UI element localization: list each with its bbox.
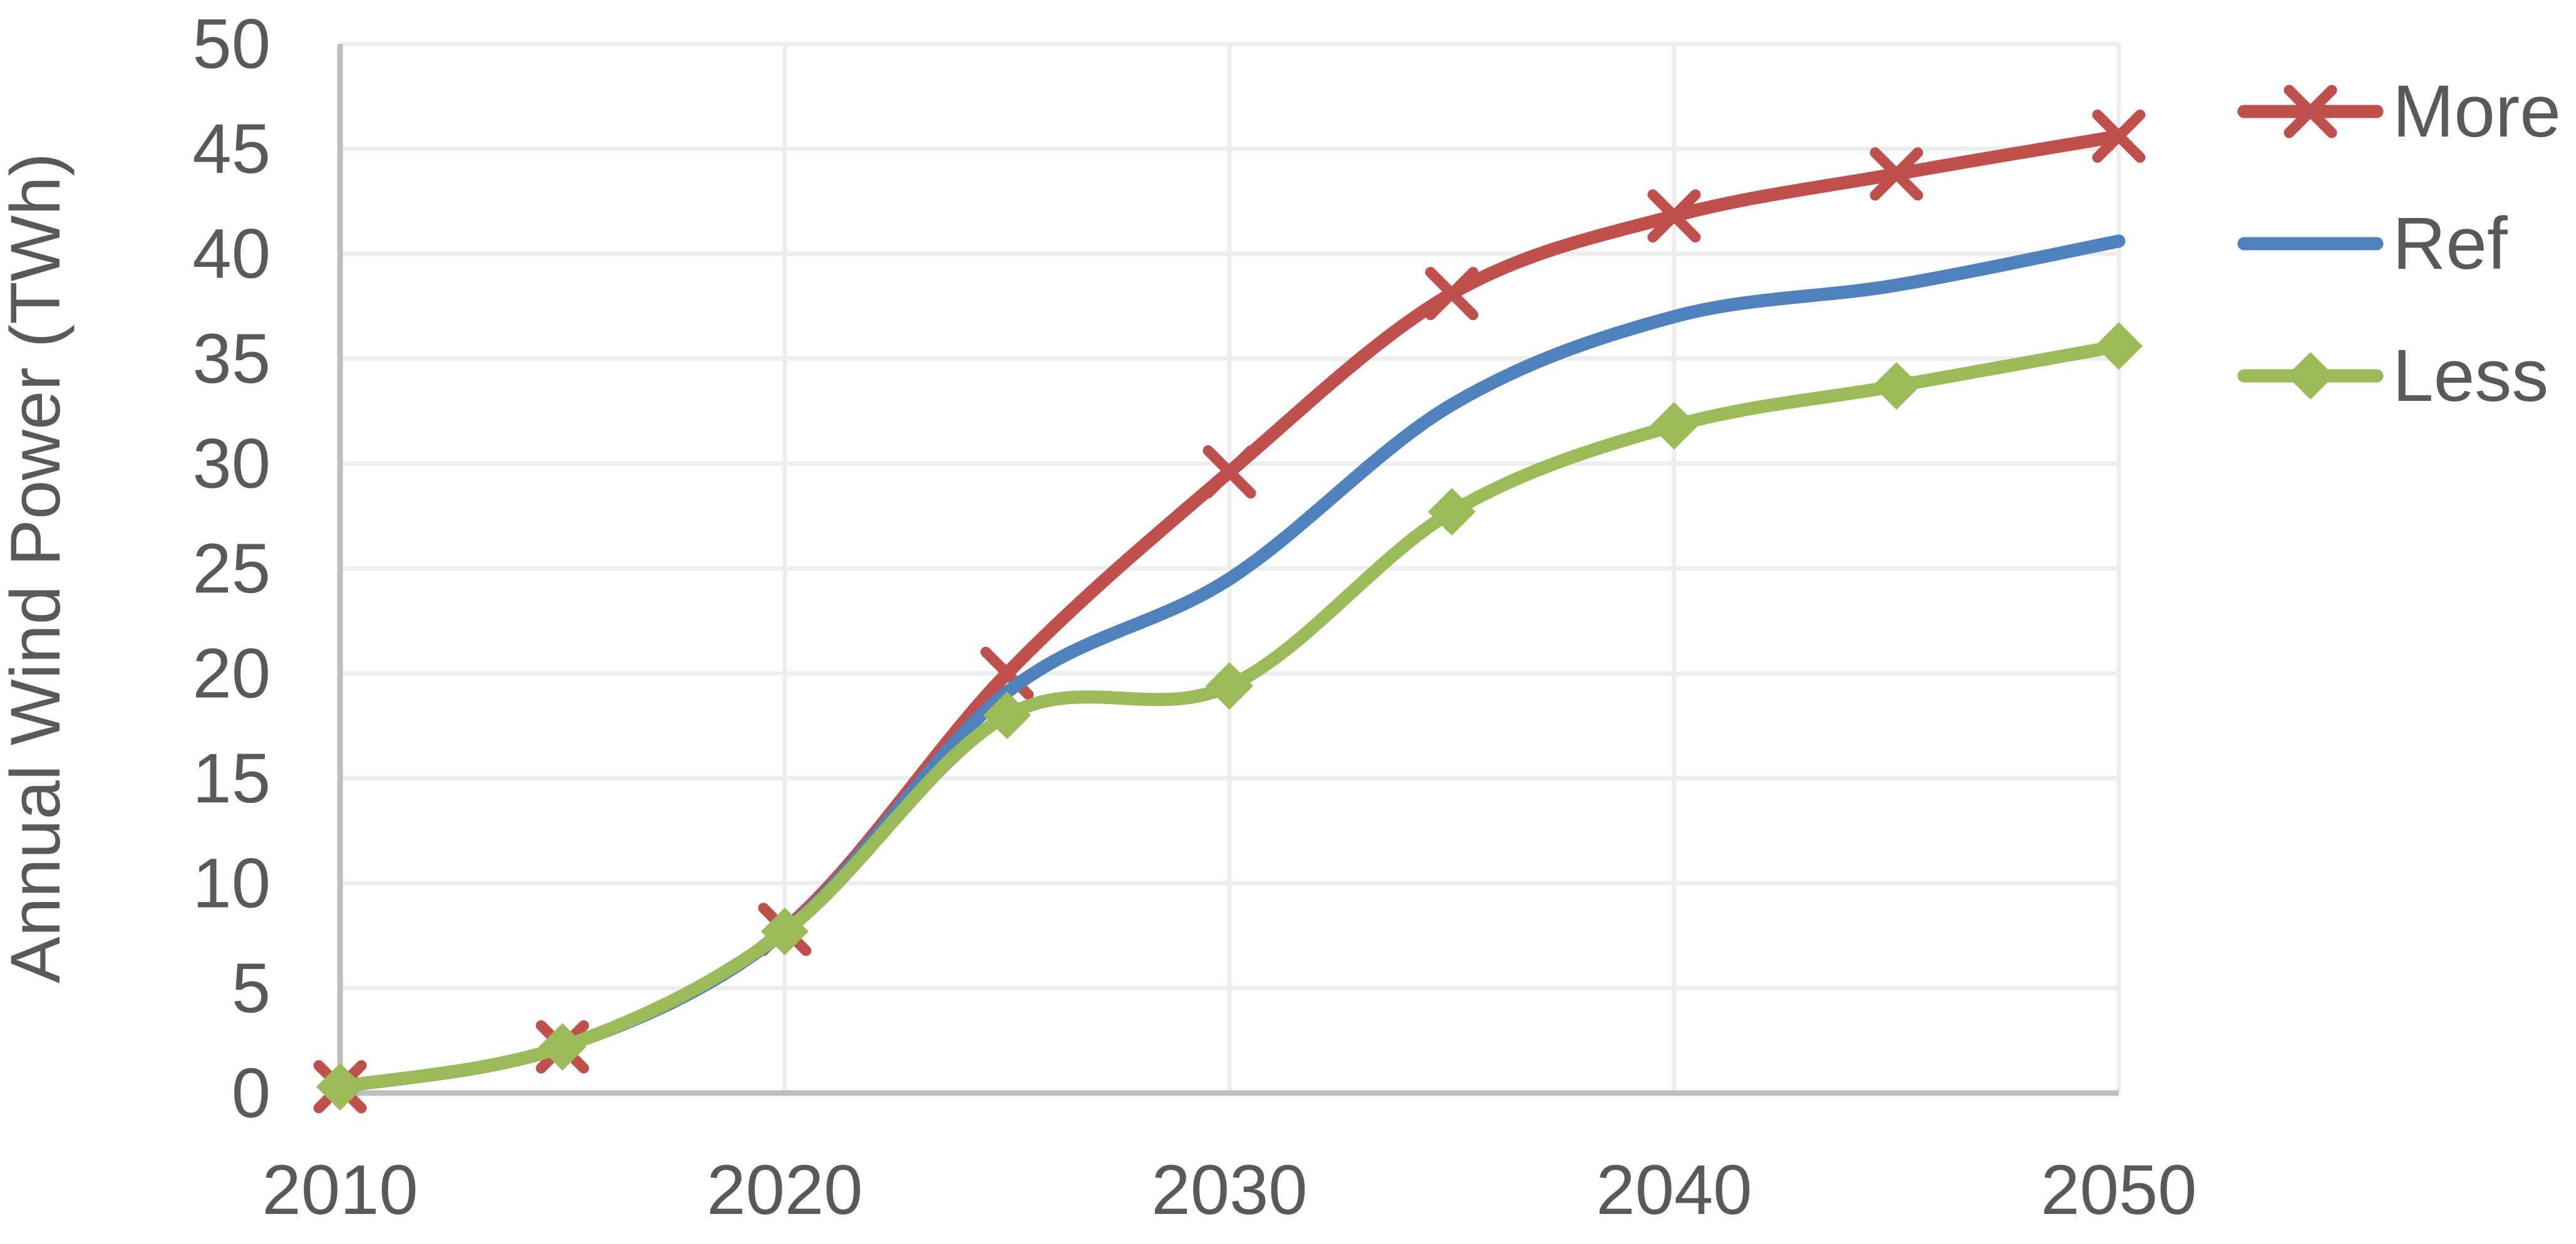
marker-less-2045: [1873, 362, 1920, 410]
y-tick-label-5: 5: [232, 949, 271, 1027]
y-tick-label-15: 15: [192, 739, 271, 817]
marker-less-2025: [983, 692, 1031, 739]
y-tick-label-25: 25: [192, 529, 271, 608]
marker-less-2010: [316, 1062, 364, 1111]
legend: More Ref Less: [2237, 70, 2561, 417]
marker-more-2040: [1647, 189, 1701, 243]
marker-more-2050: [2092, 109, 2146, 163]
x-tick-label-2020: 2020: [706, 1151, 862, 1229]
x-tick-labels: 2010 2020 2030 2040 2050: [262, 1151, 2196, 1229]
series-less: [316, 322, 2143, 1111]
marker-less-2015: [539, 1023, 586, 1071]
gridlines: [340, 41, 2121, 1093]
legend-label-more: More: [2392, 70, 2561, 153]
y-tick-label-45: 45: [192, 110, 271, 188]
x-tick-label-2030: 2030: [1151, 1151, 1307, 1229]
legend-marker-more: [2284, 85, 2337, 138]
x-tick-label-2010: 2010: [262, 1151, 418, 1229]
legend-item-more: More: [2237, 70, 2561, 153]
y-tick-label-20: 20: [192, 635, 271, 713]
legend-marker-less: [2287, 352, 2334, 400]
marker-less-2020: [761, 908, 809, 956]
marker-more-2030: [1203, 445, 1256, 499]
y-tick-label-50: 50: [192, 5, 271, 83]
series-lines: [313, 109, 2146, 1114]
y-tick-label-0: 0: [232, 1054, 271, 1133]
marker-less-2030: [1206, 662, 1253, 710]
y-tick-label-30: 30: [192, 425, 271, 503]
marker-less-2050: [2095, 322, 2143, 370]
marker-less-2035: [1428, 488, 1476, 536]
x-tick-label-2040: 2040: [1596, 1151, 1752, 1229]
y-tick-label-40: 40: [192, 215, 271, 293]
y-tick-label-10: 10: [192, 844, 271, 923]
legend-label-less: Less: [2392, 334, 2548, 417]
legend-item-ref: Ref: [2237, 202, 2508, 285]
marker-less-2040: [1650, 402, 1698, 450]
marker-more-2035: [1425, 267, 1479, 321]
y-tick-labels: 0 5 10 15 20 25 30 35 40 45 50: [192, 5, 271, 1133]
x-tick-label-2050: 2050: [2041, 1151, 2196, 1229]
y-tick-label-35: 35: [192, 319, 271, 398]
legend-item-less: Less: [2237, 334, 2548, 417]
y-axis-title: Annual Wind Power (TWh): [0, 153, 75, 983]
legend-label-ref: Ref: [2392, 202, 2508, 285]
axes: [337, 44, 2119, 1096]
marker-more-2045: [1870, 147, 1923, 201]
